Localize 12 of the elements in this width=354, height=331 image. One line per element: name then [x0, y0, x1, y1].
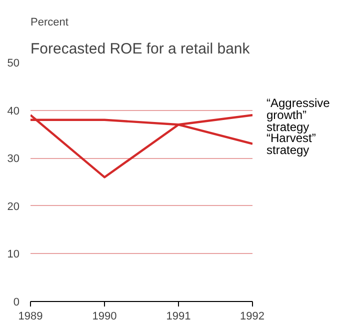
y-tick-label: 0 [13, 296, 20, 308]
y-axis-title: Percent [30, 16, 68, 28]
x-tick-label: 1991 [166, 310, 191, 322]
y-tick-label: 10 [7, 248, 20, 261]
x-tick-label: 1989 [18, 310, 43, 322]
x-tick-label: 1992 [240, 310, 265, 322]
x-tick-label: 1990 [92, 310, 117, 322]
chart-title: Forecasted ROE for a retail bank [30, 40, 250, 58]
y-tick-label: 20 [7, 200, 20, 213]
y-tick-label: 50 [7, 58, 20, 70]
y-tick-label: 40 [7, 105, 20, 118]
y-tick-label: 30 [7, 153, 20, 166]
